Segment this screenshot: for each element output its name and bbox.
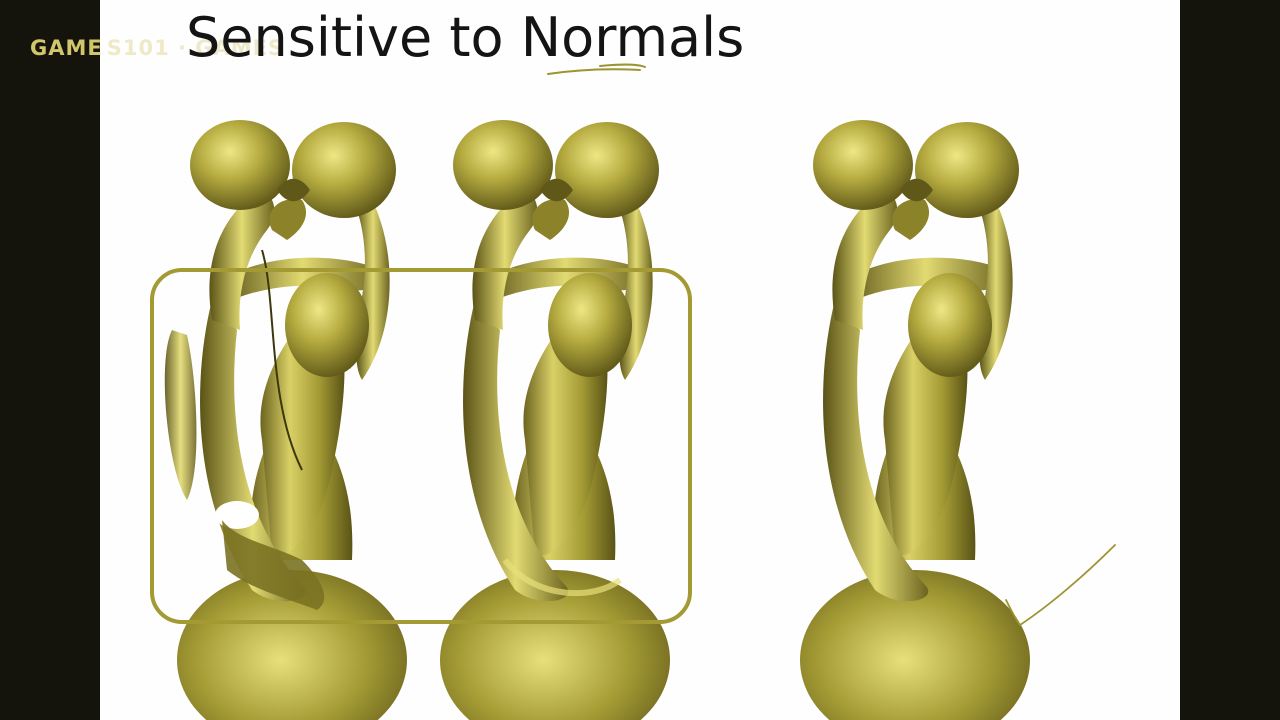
statue-reconstruction-3	[800, 120, 1030, 720]
statue-reconstruction-1	[164, 120, 407, 720]
highlight-box	[150, 268, 692, 624]
right-letterbox	[1180, 0, 1280, 720]
slide-title: Sensitive to Normals	[186, 6, 745, 69]
statue-reconstruction-2	[440, 120, 670, 720]
left-letterbox	[0, 0, 100, 720]
pen-stroke-annotation	[1005, 544, 1116, 627]
watermark: GAME S101 · GAMES	[30, 36, 285, 60]
underline-annotation	[547, 63, 646, 75]
